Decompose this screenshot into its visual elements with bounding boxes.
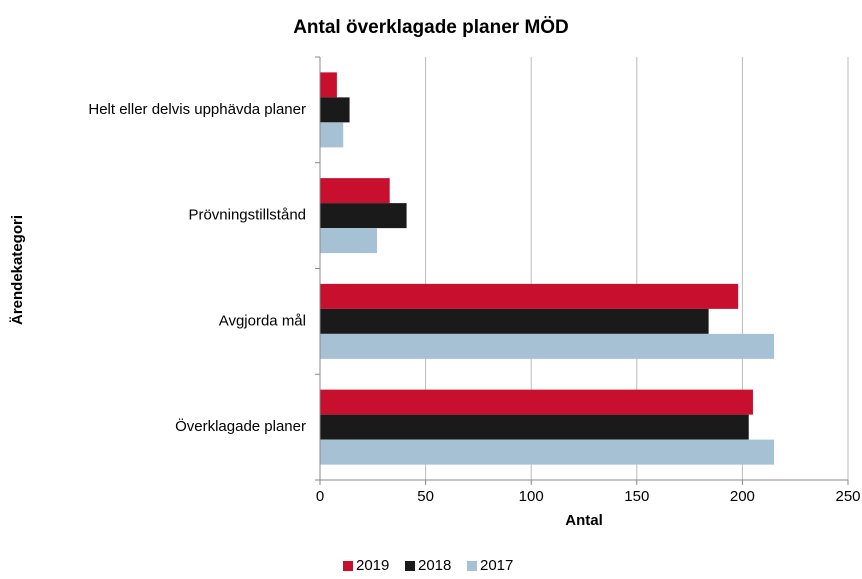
bar — [320, 389, 753, 415]
bar — [320, 97, 350, 123]
x-tick-label: 0 — [316, 488, 324, 505]
bar — [320, 228, 378, 254]
x-tick-label: 150 — [624, 488, 649, 505]
bar — [320, 439, 775, 465]
bar — [320, 308, 709, 334]
legend-label: 2017 — [480, 557, 513, 574]
y-axis-title: Ärendekategori — [9, 215, 26, 325]
bar — [320, 178, 390, 204]
x-tick-label: 100 — [519, 488, 544, 505]
bar — [320, 72, 337, 98]
x-tick-label: 250 — [835, 488, 860, 505]
x-tick-label: 50 — [417, 488, 434, 505]
legend-swatch — [467, 561, 477, 571]
y-tick-label: Överklagade planer — [175, 417, 306, 435]
legend-swatch — [343, 561, 353, 571]
x-axis-title: Antal — [565, 512, 603, 529]
bar — [320, 283, 739, 309]
x-tick-label: 200 — [730, 488, 755, 505]
legend-label: 2018 — [418, 557, 451, 574]
y-tick-label: Avgjorda mål — [219, 312, 306, 329]
bar — [320, 122, 344, 148]
legend-swatch — [405, 561, 415, 571]
bar — [320, 203, 407, 229]
y-tick-label: Prövningstillstånd — [188, 207, 306, 224]
legend-label: 2019 — [356, 557, 389, 574]
chart-title: Antal överklagade planer MÖD — [293, 17, 569, 38]
bar — [320, 333, 775, 359]
bar — [320, 414, 749, 440]
y-tick-label: Helt eller delvis upphävda planer — [88, 101, 306, 118]
